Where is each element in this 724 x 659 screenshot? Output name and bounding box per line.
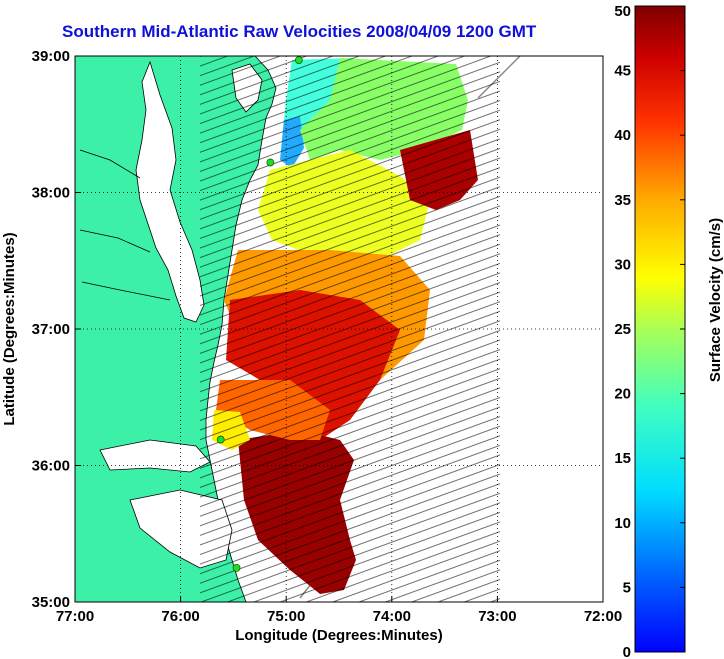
station-marker bbox=[266, 158, 275, 167]
colorbar-tick-label: 35 bbox=[614, 192, 631, 209]
y-tick-label: 35:00 bbox=[32, 594, 70, 611]
x-axis-ticks: 77:00 76:00 75:00 74:00 73:00 72:00 bbox=[56, 596, 622, 625]
colorbar-tick-label: 25 bbox=[614, 321, 631, 338]
map-title: Southern Mid-Atlantic Raw Velocities 200… bbox=[62, 22, 537, 41]
colorbar-tick-label: 15 bbox=[614, 450, 631, 467]
colorbar-tick-label: 45 bbox=[614, 63, 631, 80]
x-axis-label: Longitude (Degrees:Minutes) bbox=[235, 627, 443, 644]
colorbar-label: Surface Velocity (cm/s) bbox=[707, 218, 724, 382]
y-tick-label: 39:00 bbox=[32, 48, 70, 65]
y-axis-ticks: 39:00 38:00 37:00 36:00 35:00 bbox=[32, 48, 81, 611]
station-marker bbox=[232, 563, 241, 572]
x-tick-label: 72:00 bbox=[584, 608, 622, 625]
chesapeake-bay bbox=[135, 60, 205, 323]
y-tick-label: 38:00 bbox=[32, 185, 70, 202]
x-tick-label: 77:00 bbox=[56, 608, 94, 625]
velocity-field bbox=[200, 56, 500, 602]
y-tick-label: 37:00 bbox=[32, 321, 70, 338]
x-tick-label: 74:00 bbox=[373, 608, 411, 625]
colorbar-tick-label: 50 bbox=[614, 3, 631, 20]
colorbar-tick-label: 10 bbox=[614, 515, 631, 532]
y-tick-label: 36:00 bbox=[32, 458, 70, 475]
colorbar-tick-label: 30 bbox=[614, 256, 631, 273]
x-tick-label: 75:00 bbox=[267, 608, 305, 625]
station-markers bbox=[216, 56, 303, 572]
station-marker bbox=[294, 56, 303, 64]
gridlines bbox=[75, 56, 603, 602]
colorbar-tick-label: 5 bbox=[623, 579, 631, 596]
y-axis-label: Latitude (Degrees:Minutes) bbox=[1, 232, 18, 425]
x-tick-label: 73:00 bbox=[478, 608, 516, 625]
velocity-vectors bbox=[200, 56, 500, 602]
colorbar-tick-label: 0 bbox=[623, 644, 631, 659]
river-potomac bbox=[79, 149, 171, 301]
colorbar bbox=[634, 5, 686, 653]
station-marker bbox=[216, 435, 225, 444]
colorbar-tick-label: 40 bbox=[614, 127, 631, 144]
x-tick-label: 76:00 bbox=[161, 608, 199, 625]
colorbar-tick-label: 20 bbox=[614, 386, 631, 403]
